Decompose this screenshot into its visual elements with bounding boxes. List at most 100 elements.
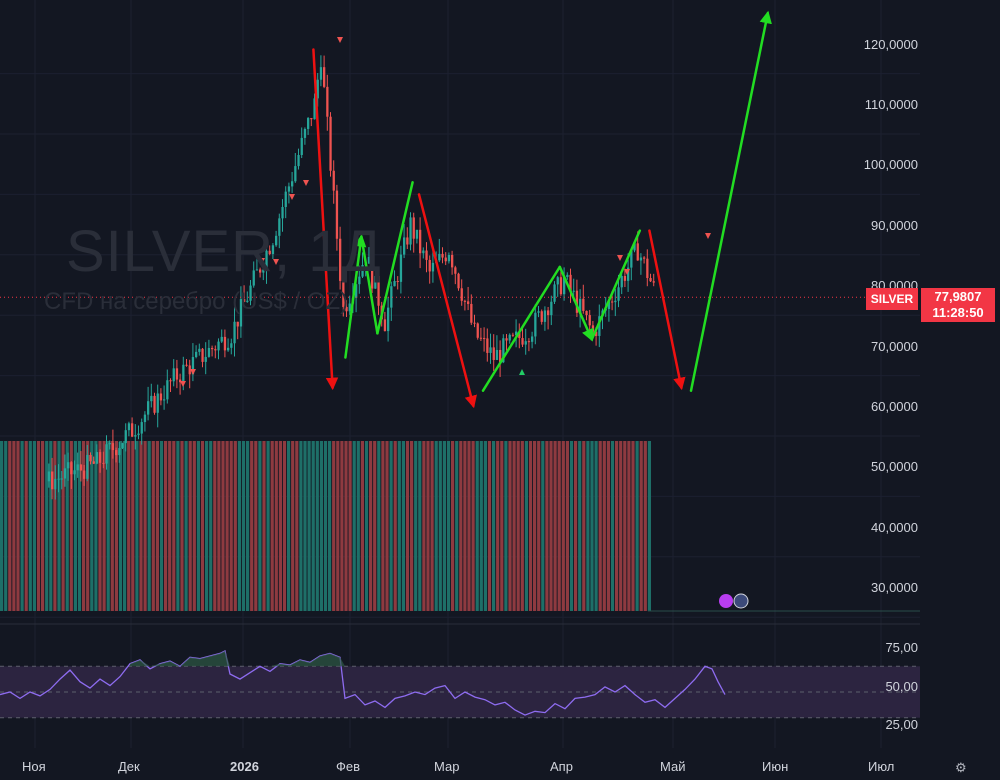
candle-body [278, 218, 281, 236]
volume-bar [225, 441, 229, 611]
volume-bar [205, 441, 209, 611]
watermark-subtitle: CFD на серебро (US$ / OZ) [44, 288, 349, 315]
time-tick: Мар [434, 759, 460, 774]
candle-body [643, 257, 646, 259]
volume-bar [127, 441, 131, 611]
volume-bar [254, 441, 258, 611]
candle-body [102, 462, 105, 464]
candle-body [300, 137, 303, 155]
candle-body [412, 217, 415, 239]
volume-bar [332, 441, 336, 611]
rsi-line [0, 649, 726, 716]
time-tick: Ноя [22, 759, 46, 774]
candle-body [323, 67, 326, 87]
candle-body [476, 323, 479, 338]
volume-bar [200, 441, 205, 611]
volume-bar [344, 441, 348, 611]
volume-bar [594, 441, 598, 611]
volume-bar [45, 441, 49, 611]
volume-bar [168, 441, 172, 611]
price-badge[interactable]: 77,9807 11:28:50 [921, 288, 995, 322]
price-tick: 120,0000 [863, 37, 918, 52]
candle-body [470, 303, 473, 323]
volume-bar [237, 441, 241, 611]
candle-body [153, 395, 156, 413]
candle-body [502, 338, 505, 363]
volume-bar [623, 441, 627, 611]
candle-body [505, 338, 508, 341]
volume-bar [262, 441, 266, 611]
volume-bar [266, 441, 270, 611]
candle-body [630, 250, 633, 268]
price-tick: 100,0000 [863, 157, 918, 172]
volume-bar [233, 441, 237, 611]
candle-body [339, 238, 342, 281]
volume-bar [82, 441, 86, 611]
candle-body [547, 310, 550, 316]
candle-body [460, 288, 463, 301]
volume-bar [520, 441, 524, 611]
volume-bar [246, 441, 250, 611]
volume-bar [426, 441, 430, 611]
forecast-up-arrow [360, 235, 379, 335]
rsi-tick: 75,00 [885, 640, 918, 655]
candle-body [524, 341, 527, 345]
event-icons [719, 593, 749, 609]
volume-bar [131, 441, 135, 611]
candle-body [636, 243, 639, 261]
candle-body [95, 452, 99, 464]
candle-body [329, 116, 332, 171]
candle-body [588, 315, 591, 326]
candle-body [121, 443, 124, 449]
volume-bar [65, 441, 69, 611]
volume-bar [360, 441, 364, 611]
candle-body [566, 274, 569, 278]
settings-gear-icon[interactable]: ⚙ [955, 760, 967, 775]
volume-bar [172, 441, 176, 611]
volume-bar [196, 441, 200, 611]
flag-icon [733, 593, 749, 609]
candle-body [620, 276, 623, 288]
volume-bar [635, 441, 639, 611]
forecast-up-arrow [376, 181, 414, 335]
candle-body [639, 257, 643, 261]
volume-bar [574, 441, 578, 611]
time-tick: Фев [336, 759, 361, 774]
forecast-down-arrow [417, 193, 477, 409]
volume-bar [106, 441, 110, 611]
volume-bar [639, 441, 643, 611]
candle-body [108, 443, 111, 445]
volume-bar [336, 441, 340, 611]
candle-body [371, 256, 374, 289]
candle-body [540, 311, 543, 322]
candle-body [531, 336, 534, 342]
volume-bar [348, 441, 352, 611]
volume-bar [291, 441, 295, 611]
sell-signal-marker [190, 369, 196, 375]
candle-body [262, 269, 265, 273]
time-tick: Май [660, 759, 686, 774]
candle-body [521, 338, 524, 345]
candle-body [556, 277, 559, 285]
symbol-badge[interactable]: SILVER [866, 288, 918, 310]
candle-body [627, 267, 630, 281]
volume-bar [504, 441, 508, 611]
candle-body [233, 321, 236, 344]
volume-bar [524, 441, 528, 611]
volume-bar [221, 441, 225, 611]
forecast-down-arrow [648, 229, 686, 391]
volume-bar [241, 441, 246, 611]
candle-body [310, 118, 313, 120]
candle-body [451, 254, 454, 268]
volume-bar [512, 441, 516, 611]
forecast-up-arrow [689, 10, 772, 392]
rsi-tick: 25,00 [885, 717, 918, 732]
volume-bar [557, 441, 561, 611]
candle-body [419, 229, 422, 254]
volume-bar [533, 441, 537, 611]
volume-bar [217, 441, 221, 611]
volume-bar [569, 441, 574, 611]
sell-signal-marker [273, 259, 279, 265]
watermark-title: SILVER, 1Д [66, 219, 382, 284]
